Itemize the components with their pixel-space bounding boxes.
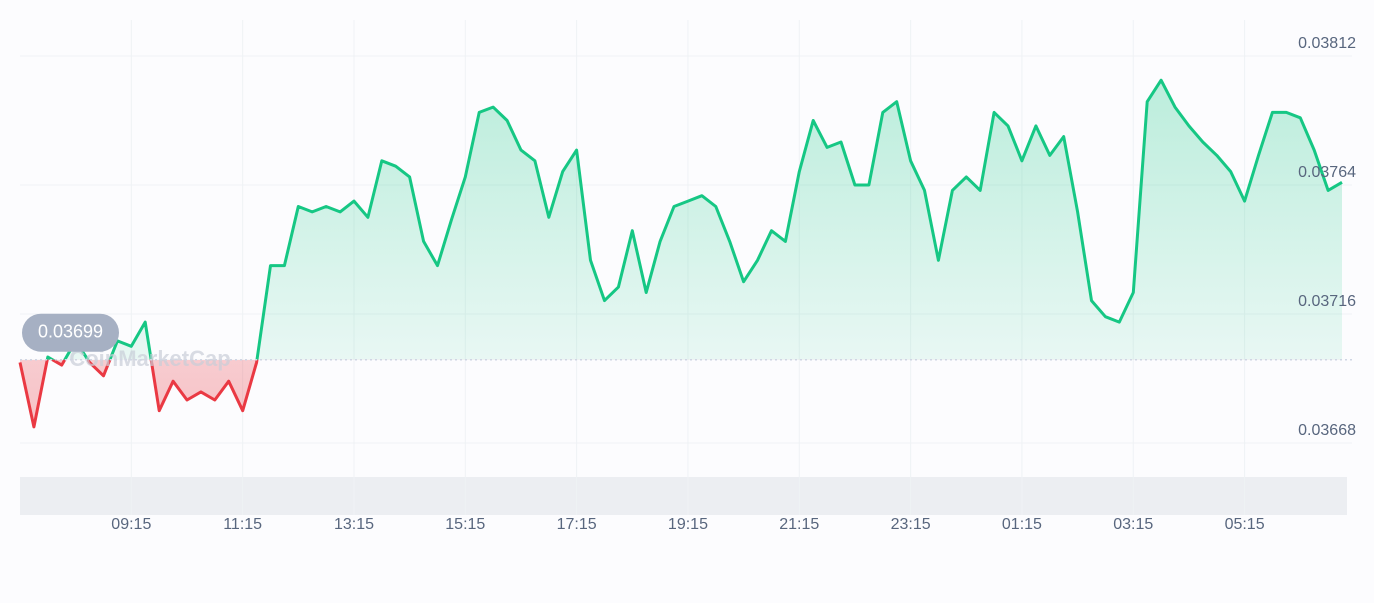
y-tick-label: 0.03764: [1298, 164, 1356, 181]
price-line-up: [45, 78, 1343, 360]
x-tick-label: 21:15: [779, 516, 819, 533]
x-tick-label: 15:15: [445, 516, 485, 533]
x-tick-label: 05:15: [1225, 516, 1265, 533]
baseline-pill: [22, 313, 119, 352]
x-tick-label: 19:15: [668, 516, 708, 533]
area-up: [47, 80, 1342, 360]
price-line-down: [18, 359, 259, 429]
baseline-label: 0.03699: [38, 321, 103, 341]
x-tick-label: 17:15: [557, 516, 597, 533]
volume-band: [20, 477, 1347, 515]
y-tick-label: 0.03812: [1298, 35, 1356, 52]
x-tick-label: 23:15: [891, 516, 931, 533]
x-tick-label: 03:15: [1113, 516, 1153, 533]
y-tick-label: 0.03716: [1298, 293, 1356, 310]
x-tick-label: 13:15: [334, 516, 374, 533]
y-tick-label: 0.03668: [1298, 422, 1356, 439]
x-tick-label: 01:15: [1002, 516, 1042, 533]
x-tick-label: 11:15: [223, 516, 262, 533]
x-tick-label: 09:15: [111, 516, 151, 533]
